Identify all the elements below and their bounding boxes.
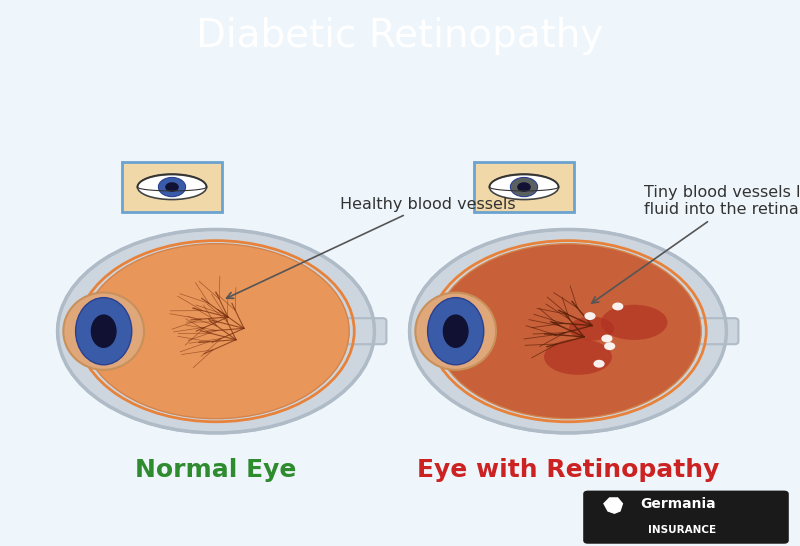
Polygon shape (604, 498, 622, 513)
Ellipse shape (83, 244, 349, 419)
Ellipse shape (601, 305, 667, 340)
Ellipse shape (435, 244, 701, 419)
Ellipse shape (544, 339, 612, 375)
Circle shape (158, 177, 186, 197)
Ellipse shape (90, 314, 117, 348)
Ellipse shape (569, 317, 614, 341)
Circle shape (518, 182, 531, 192)
FancyBboxPatch shape (686, 318, 738, 344)
Ellipse shape (415, 293, 496, 370)
Text: Tiny blood vessels leak
fluid into the retina: Tiny blood vessels leak fluid into the r… (592, 185, 800, 303)
Ellipse shape (490, 175, 558, 199)
FancyBboxPatch shape (583, 491, 789, 544)
Circle shape (612, 302, 623, 311)
Circle shape (604, 342, 615, 350)
Ellipse shape (410, 229, 726, 433)
Ellipse shape (76, 298, 132, 365)
Text: Normal Eye: Normal Eye (135, 458, 297, 482)
Text: INSURANCE: INSURANCE (648, 525, 716, 535)
Ellipse shape (427, 298, 484, 365)
Circle shape (602, 335, 613, 342)
Ellipse shape (138, 175, 206, 199)
Ellipse shape (442, 314, 469, 348)
Circle shape (584, 312, 595, 320)
Circle shape (594, 360, 605, 367)
FancyBboxPatch shape (122, 162, 222, 212)
Text: Germania: Germania (640, 497, 716, 511)
Ellipse shape (58, 229, 374, 433)
FancyBboxPatch shape (474, 162, 574, 212)
Ellipse shape (63, 293, 144, 370)
Circle shape (166, 182, 179, 192)
Text: Diabetic Retinopathy: Diabetic Retinopathy (196, 17, 604, 55)
FancyBboxPatch shape (334, 318, 386, 344)
Text: Eye with Retinopathy: Eye with Retinopathy (417, 458, 719, 482)
Text: Healthy blood vessels: Healthy blood vessels (226, 197, 516, 298)
Circle shape (510, 177, 538, 197)
